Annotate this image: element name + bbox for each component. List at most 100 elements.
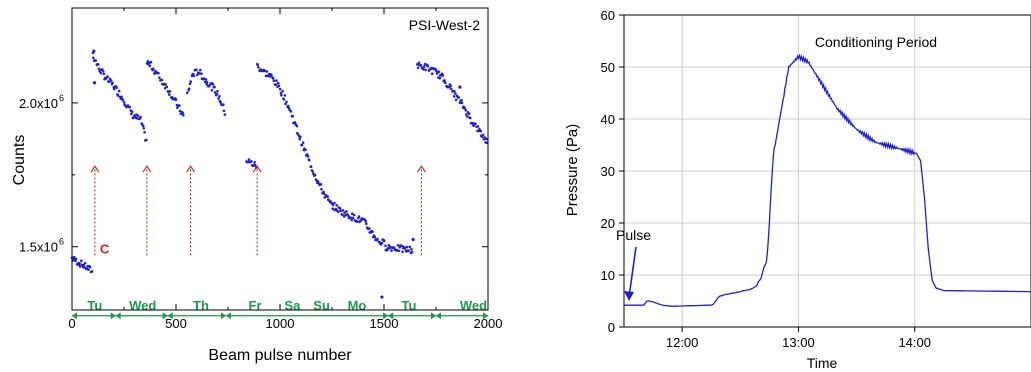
left-data-point bbox=[313, 173, 317, 177]
left-data-point bbox=[142, 127, 146, 130]
day-arrowhead bbox=[115, 312, 121, 320]
left-data-point bbox=[298, 137, 302, 141]
left-data-point bbox=[356, 220, 359, 223]
left-data-point bbox=[341, 209, 345, 212]
left-data-point bbox=[309, 165, 313, 168]
left-data-point bbox=[479, 129, 483, 133]
day-arrowhead bbox=[72, 312, 77, 320]
left-outlier-point bbox=[458, 85, 462, 89]
right-gridlines bbox=[624, 15, 1031, 327]
left-chart: C Tu Wed Th Fr Sa Su Mo Tu Wed 0 500 1000 1500 2000 1… bbox=[11, 7, 503, 364]
day-label: Fr bbox=[249, 298, 262, 313]
left-x-tick-label: 1000 bbox=[266, 316, 295, 331]
left-data-point bbox=[74, 259, 77, 263]
left-data-point bbox=[359, 219, 363, 222]
left-data-point bbox=[481, 133, 485, 137]
left-data-point bbox=[213, 91, 217, 94]
day-arrowhead bbox=[110, 312, 116, 320]
left-data-point bbox=[485, 137, 488, 141]
left-data-point bbox=[168, 93, 171, 96]
left-data-point bbox=[397, 249, 401, 253]
left-data-point bbox=[305, 153, 309, 156]
day-label: Tu bbox=[401, 298, 416, 313]
left-data-point bbox=[205, 80, 209, 84]
left-red-arrowhead bbox=[252, 165, 262, 173]
left-data-point bbox=[192, 74, 196, 78]
left-data-point bbox=[380, 241, 384, 245]
left-data-point bbox=[106, 75, 109, 78]
left-data-point bbox=[347, 214, 350, 218]
left-data-point bbox=[308, 158, 311, 162]
left-data-point bbox=[178, 104, 181, 107]
left-data-point bbox=[148, 64, 152, 68]
day-label: Wed bbox=[460, 298, 487, 313]
left-data-point bbox=[333, 201, 336, 205]
left-data-point bbox=[350, 212, 354, 215]
left-data-point bbox=[467, 112, 471, 116]
left-data-point bbox=[90, 270, 94, 273]
pulse-annotation: Pulse bbox=[616, 227, 651, 301]
left-day-markers: Tu Wed Th Fr Sa Su Mo Tu Wed bbox=[72, 298, 488, 320]
left-data-point bbox=[185, 91, 189, 95]
left-data-point bbox=[174, 98, 178, 102]
left-data-point bbox=[437, 70, 441, 74]
right-y-axis-label: Pressure (Pa) bbox=[564, 124, 581, 217]
left-data-point bbox=[218, 95, 221, 98]
left-data-point bbox=[444, 81, 447, 84]
left-data-point bbox=[401, 250, 404, 254]
left-data-point bbox=[464, 109, 468, 112]
left-data-point bbox=[422, 65, 426, 68]
left-y-tick-exponent: 6 bbox=[59, 237, 64, 247]
left-data-point bbox=[337, 210, 340, 214]
left-data-point bbox=[373, 235, 377, 239]
left-data-point bbox=[196, 73, 199, 77]
left-data-point bbox=[111, 81, 114, 85]
left-x-tick-label: 0 bbox=[68, 316, 75, 331]
left-data-point bbox=[465, 115, 469, 118]
day-arrowhead bbox=[167, 312, 173, 320]
left-data-point bbox=[478, 127, 481, 131]
left-data-point bbox=[122, 101, 126, 104]
left-data-point bbox=[311, 170, 315, 173]
left-data-point bbox=[351, 216, 355, 220]
left-data-point bbox=[80, 259, 83, 263]
day-arrowhead bbox=[383, 312, 389, 320]
left-data-point bbox=[117, 89, 121, 93]
left-data-point bbox=[407, 249, 411, 253]
left-data-point bbox=[285, 100, 288, 104]
left-data-point bbox=[441, 74, 445, 77]
right-y-tick-label: 40 bbox=[601, 112, 615, 127]
right-axis-ticks: 0 10 20 30 40 50 60 12:00 13:00 14:00 bbox=[601, 8, 931, 350]
left-data-point bbox=[130, 110, 134, 114]
left-data-point bbox=[384, 244, 387, 248]
left-data-point bbox=[364, 220, 368, 223]
left-data-point bbox=[263, 69, 267, 73]
left-x-tick-label: 2000 bbox=[474, 316, 503, 331]
left-data-point bbox=[291, 114, 295, 118]
left-data-point bbox=[300, 143, 304, 147]
left-data-point bbox=[326, 195, 329, 198]
left-data-point bbox=[350, 218, 353, 222]
left-data-point bbox=[416, 63, 419, 66]
left-data-point bbox=[280, 94, 283, 97]
day-arrowhead bbox=[436, 312, 441, 320]
left-data-point bbox=[316, 180, 320, 183]
left-data-point bbox=[392, 246, 396, 249]
left-red-arrowhead bbox=[186, 165, 196, 173]
left-data-point bbox=[217, 97, 220, 100]
left-data-point bbox=[457, 96, 461, 99]
day-arrowhead bbox=[388, 312, 394, 320]
left-data-point bbox=[472, 124, 476, 127]
right-chart-title: Conditioning Period bbox=[815, 34, 937, 50]
left-data-point bbox=[72, 257, 75, 261]
left-data-point bbox=[453, 90, 456, 93]
left-data-point bbox=[257, 66, 260, 69]
left-data-point bbox=[139, 115, 142, 119]
left-outlier-point bbox=[380, 295, 384, 299]
left-data-point bbox=[419, 64, 423, 67]
left-data-point bbox=[270, 73, 273, 77]
day-label: Su bbox=[313, 298, 330, 313]
left-data-point bbox=[92, 56, 95, 60]
left-data-point bbox=[222, 103, 225, 106]
left-data-point bbox=[109, 79, 113, 82]
